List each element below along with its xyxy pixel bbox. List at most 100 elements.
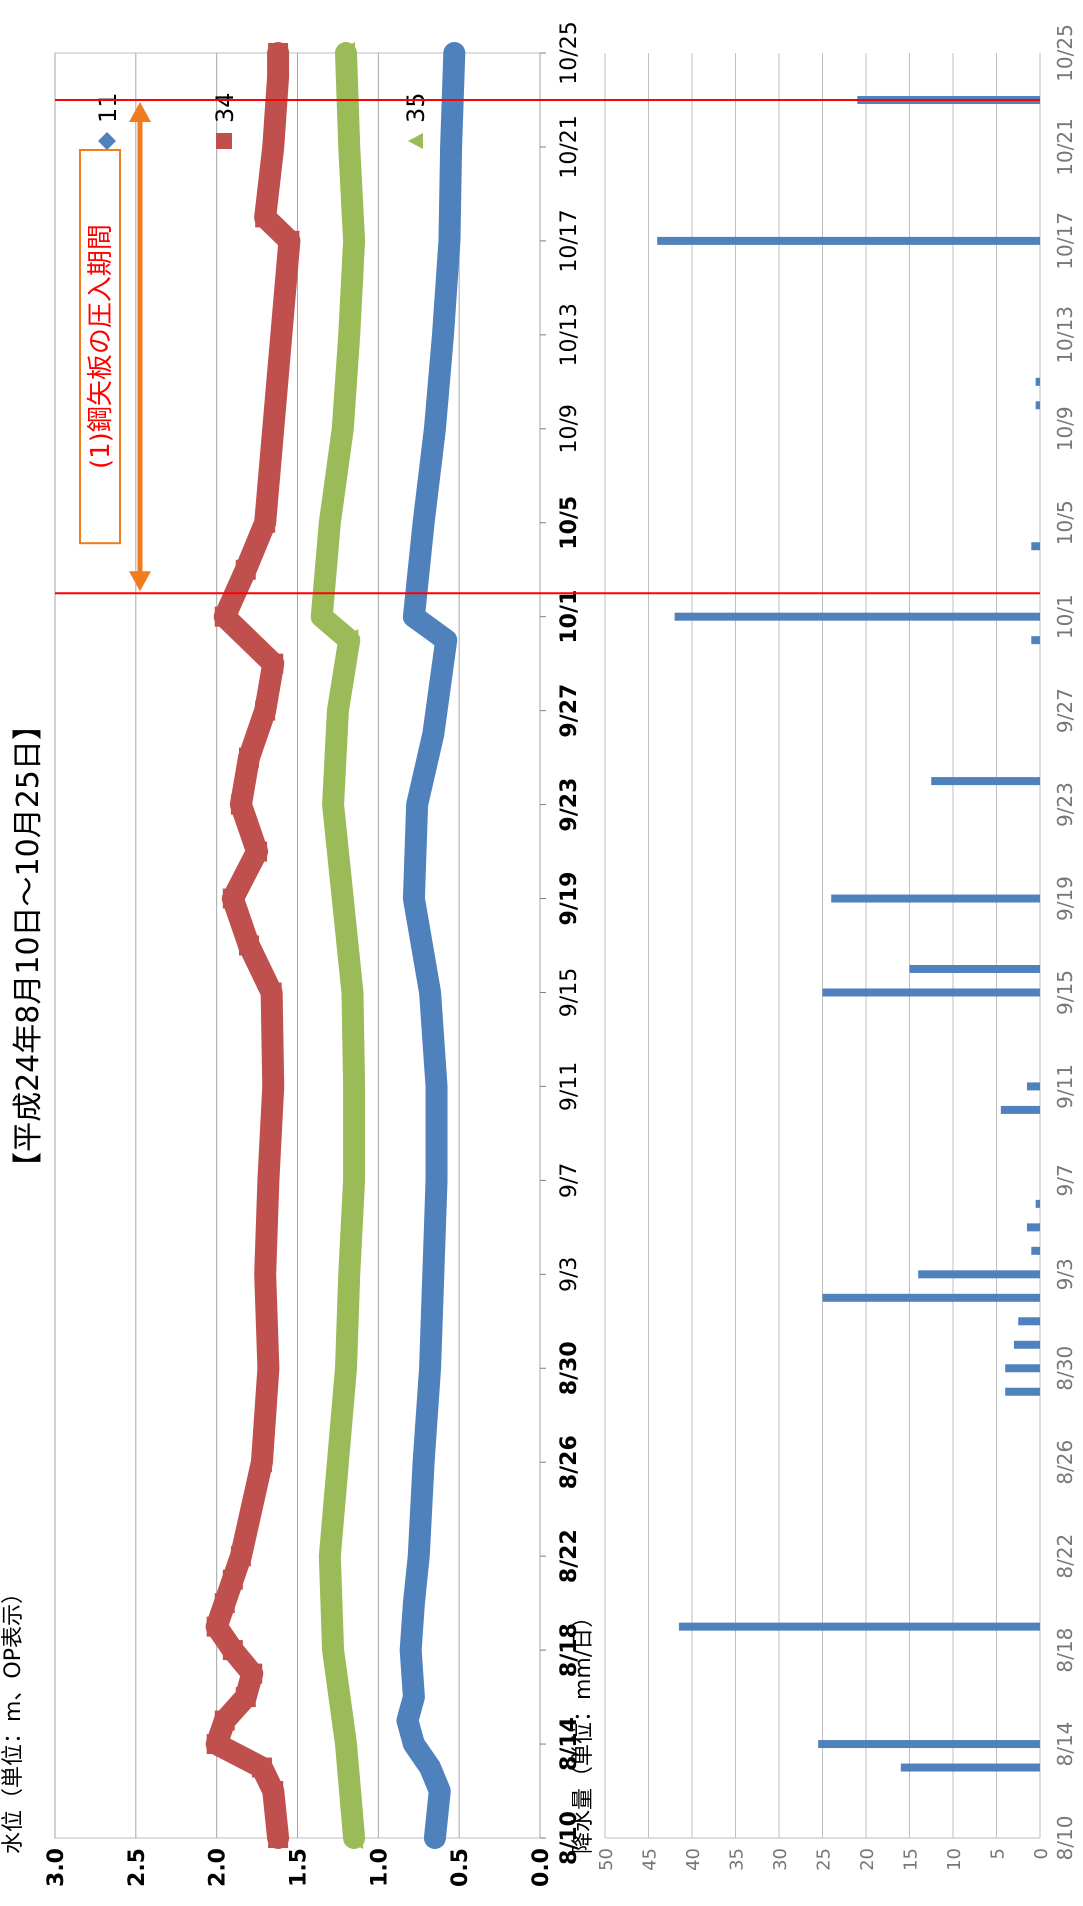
rainfall-bar xyxy=(1018,1317,1040,1326)
data-point-34 xyxy=(230,1546,251,1567)
data-point-35 xyxy=(341,981,362,1004)
legend-item-11: 11 xyxy=(94,92,122,150)
rainfall-bar xyxy=(900,1763,1040,1772)
rainfall-x-tick-label: 10/21 xyxy=(1053,118,1077,176)
rainfall-x-tick-label: 8/30 xyxy=(1053,1346,1077,1391)
rainfall-bar xyxy=(831,894,1041,903)
rainfall-bar xyxy=(1035,377,1041,386)
rainfall-x-tick-label: 9/11 xyxy=(1053,1064,1077,1109)
data-point-11 xyxy=(402,887,425,910)
period-label: (1)鋼矢板の圧入期間 xyxy=(86,224,116,469)
water-level-x-tick-label: 9/23 xyxy=(557,778,582,832)
data-point-11 xyxy=(402,1592,425,1615)
data-point-11 xyxy=(402,1686,425,1709)
rainfall-bar xyxy=(1026,1082,1040,1091)
diamond-icon xyxy=(98,132,116,150)
data-point-34 xyxy=(206,1734,227,1755)
data-point-11 xyxy=(422,723,445,746)
rainfall-bar xyxy=(1031,636,1041,645)
data-point-34 xyxy=(263,1781,284,1802)
square-icon xyxy=(216,133,232,149)
data-point-35 xyxy=(322,1639,343,1662)
water-level-x-tick-label: 9/7 xyxy=(557,1163,582,1198)
data-point-34 xyxy=(251,1452,272,1473)
data-point-11 xyxy=(419,1756,442,1779)
legend-item-34: 34 xyxy=(211,92,239,149)
rainfall-bar xyxy=(822,1293,1040,1302)
rainfall-y-tick-label: 30 xyxy=(770,1848,791,1871)
rainfall-x-tick-label: 9/27 xyxy=(1053,688,1077,733)
rainfall-x-tick-label: 9/3 xyxy=(1053,1258,1077,1290)
rainfall-bar xyxy=(1000,1105,1040,1114)
rainfall-bar xyxy=(1031,542,1041,551)
data-point-34 xyxy=(222,888,243,909)
data-point-11 xyxy=(419,981,442,1004)
data-point-34 xyxy=(263,653,284,674)
water-level-x-tick-label: 8/18 xyxy=(557,1623,582,1677)
chart-title: 【平成24年8月10日～10月25日】 xyxy=(11,710,46,1182)
rainfall-y-tick-label: 15 xyxy=(901,1848,922,1871)
rainfall-x-tick-label: 10/9 xyxy=(1053,406,1077,451)
data-point-11 xyxy=(432,323,454,346)
data-point-35 xyxy=(343,1827,364,1849)
water-level-y-tick-label: 3.0 xyxy=(44,1848,69,1887)
water-level-x-ticks: 8/10 8/14 8/18 8/22 8/26 8/30 9/3 9/7 9/11 9/15 9/… xyxy=(540,21,582,1865)
water-level-y-tick-label: 1.0 xyxy=(367,1848,392,1887)
rainfall-x-tick-label: 10/17 xyxy=(1053,212,1077,270)
legend-label-34: 34 xyxy=(211,92,239,123)
rainfall-x-tick-label: 8/14 xyxy=(1053,1722,1077,1767)
data-point-11 xyxy=(428,1780,451,1803)
data-point-34 xyxy=(230,794,251,815)
water-level-y-tick-label: 2.0 xyxy=(206,1848,231,1887)
data-point-35 xyxy=(322,793,343,816)
data-point-34 xyxy=(268,66,289,87)
rainfall-bar xyxy=(818,1740,1041,1749)
rainfall-bar xyxy=(674,612,1040,621)
data-point-35 xyxy=(343,1075,364,1098)
data-point-35 xyxy=(331,417,352,440)
rainfall-y-ticks: 0 5 10 15 20 25 30 35 40 45 50 xyxy=(596,1848,1052,1871)
rainfall-y-tick-label: 40 xyxy=(683,1848,704,1871)
data-point-35 xyxy=(318,511,339,534)
rainfall-bar xyxy=(909,964,1040,973)
water-level-chart: 水位（単位：m、OP表示） 0.0 0.5 1.0 1.5 2.0 2.5 3.0 8/10… xyxy=(1,21,582,1887)
rainfall-bars xyxy=(657,95,1041,1772)
water-level-x-tick-label: 10/21 xyxy=(557,115,582,178)
data-point-34 xyxy=(255,207,276,228)
data-point-11 xyxy=(396,1709,419,1732)
data-point-11 xyxy=(422,1263,445,1286)
rainfall-bar xyxy=(1026,1223,1040,1232)
data-point-34 xyxy=(239,747,259,768)
water-level-x-tick-label: 10/1 xyxy=(557,590,582,644)
data-point-11 xyxy=(443,42,466,64)
water-level-x-tick-label: 8/10 xyxy=(557,1811,582,1865)
rainfall-x-tick-label: 10/1 xyxy=(1053,594,1077,639)
rainfall-x-tick-label: 9/15 xyxy=(1053,970,1077,1015)
water-level-x-tick-label: 9/15 xyxy=(557,968,582,1017)
data-point-34 xyxy=(214,1593,235,1614)
data-point-34 xyxy=(222,1640,243,1661)
data-point-35 xyxy=(335,1357,355,1380)
data-point-34 xyxy=(263,418,284,439)
rainfall-x-tick-label: 10/5 xyxy=(1053,500,1077,545)
data-point-34 xyxy=(255,700,276,721)
data-point-34 xyxy=(261,982,282,1003)
rainfall-x-ticks: 8/10 8/14 8/18 8/22 8/26 8/30 9/3 9/7 9/11 9/15 9/… xyxy=(1053,24,1077,1860)
water-level-x-tick-label: 10/13 xyxy=(557,303,582,366)
water-level-x-tick-label: 9/27 xyxy=(557,684,582,738)
legend: 11 34 35 xyxy=(94,92,430,150)
data-point-11 xyxy=(419,1357,442,1380)
rainfall-x-tick-label: 10/13 xyxy=(1053,306,1077,364)
rainfall-bar xyxy=(657,236,1040,245)
data-point-35 xyxy=(343,1169,364,1192)
data-point-34 xyxy=(263,136,284,157)
data-point-34 xyxy=(247,841,268,862)
water-level-gridlines xyxy=(54,53,541,1838)
data-point-11 xyxy=(407,1545,430,1568)
data-point-34 xyxy=(222,1569,243,1590)
rainfall-x-tick-label: 8/10 xyxy=(1053,1816,1077,1861)
water-level-x-tick-label: 8/14 xyxy=(557,1717,582,1771)
data-point-11 xyxy=(428,676,451,699)
data-point-11 xyxy=(425,1169,448,1192)
water-level-x-tick-label: 9/3 xyxy=(557,1257,582,1292)
